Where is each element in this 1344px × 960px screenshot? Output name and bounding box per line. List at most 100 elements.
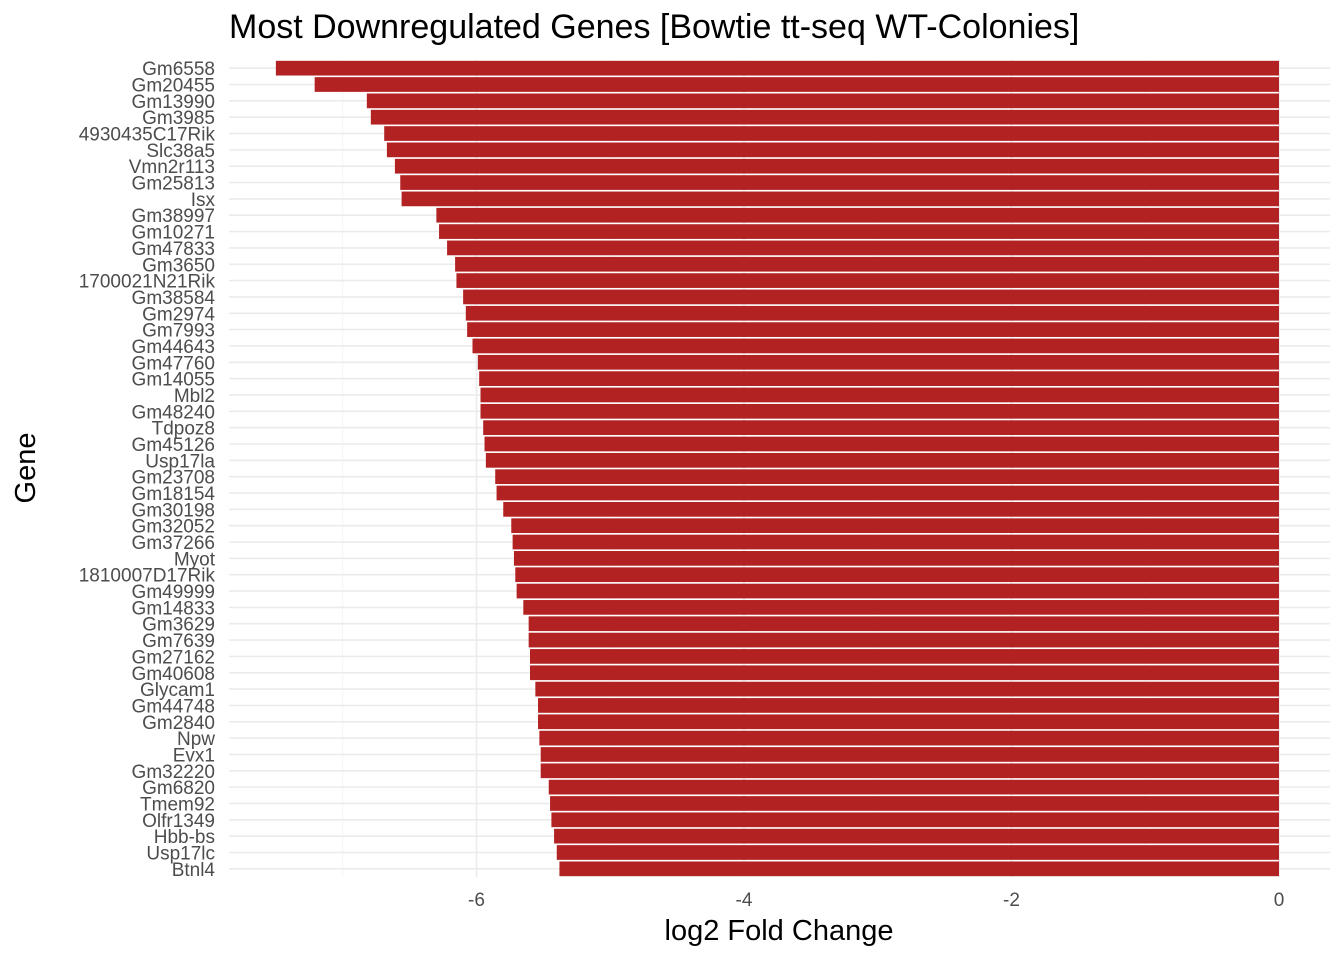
- y-tick-label: Olfr1349: [142, 811, 215, 832]
- bar-Gm14055: [479, 371, 1279, 386]
- bar-Gm37266: [512, 534, 1279, 550]
- y-tick-label: Gm48240: [132, 402, 215, 423]
- bar-Myot: [513, 551, 1279, 566]
- y-tick-label: Gm7993: [142, 321, 215, 342]
- bar-4930435C17Rik: [384, 126, 1279, 141]
- bar-Gm47833: [447, 240, 1279, 256]
- y-tick-label: Btnl4: [172, 860, 216, 881]
- bar-Gm18154: [496, 485, 1279, 501]
- y-tick-label: Gm38584: [132, 288, 216, 309]
- y-tick-label: Slc38a5: [146, 141, 215, 162]
- y-tick-label: Npw: [177, 729, 215, 750]
- y-tick-label: Gm10271: [132, 223, 215, 244]
- y-tick-label: Gm3650: [142, 255, 215, 276]
- y-tick-label: Gm32220: [132, 762, 215, 783]
- x-tick-label: -2: [1003, 890, 1020, 911]
- bar-Gm3629: [528, 616, 1279, 632]
- bar-Hbb-bs: [554, 828, 1279, 844]
- y-tick-label: Gm32052: [132, 517, 215, 538]
- y-tick-label: Gm37266: [132, 533, 215, 554]
- bar-Gm14833: [523, 600, 1279, 615]
- x-tick-label: 0: [1274, 890, 1285, 911]
- bar-Gm25813: [400, 175, 1279, 190]
- y-tick-label: 1700021N21Rik: [79, 272, 216, 293]
- y-tick-label: 4930435C17Rik: [79, 125, 216, 146]
- bar-Gm38584: [463, 289, 1279, 305]
- bar-Gm27162: [530, 649, 1279, 664]
- y-tick-labels: Gm6558Gm20455Gm13990Gm39854930435C17RikS…: [79, 59, 216, 881]
- bar-Gm32220: [540, 763, 1279, 779]
- y-tick-label: Gm44643: [132, 337, 215, 358]
- y-tick-label: Gm13990: [132, 92, 215, 113]
- y-tick-label: Gm30198: [132, 500, 215, 521]
- y-tick-label: Evx1: [173, 745, 215, 766]
- bar-Gm45126: [484, 436, 1279, 452]
- y-tick-label: Gm7639: [142, 631, 215, 652]
- bar-Mbl2: [480, 387, 1279, 403]
- y-tick-label: Gm18154: [132, 484, 216, 505]
- y-tick-label: Gm6558: [142, 59, 215, 80]
- bar-Gm2840: [538, 714, 1279, 730]
- y-tick-label: Gm25813: [132, 174, 215, 195]
- y-tick-label: 1810007D17Rik: [79, 566, 216, 587]
- bar-Gm10271: [439, 224, 1279, 239]
- bar-Usp17la: [485, 452, 1279, 468]
- y-tick-label: Gm14055: [132, 370, 215, 391]
- bar-Slc38a5: [386, 142, 1279, 158]
- chart-title: Most Downregulated Genes [Bowtie tt-seq …: [229, 8, 1079, 46]
- bar-Gm38997: [436, 207, 1279, 223]
- bar-Vmn2r113: [394, 158, 1280, 174]
- bar-Isx: [401, 191, 1280, 207]
- bar-Glycam1: [535, 681, 1279, 697]
- y-tick-label: Usp17lc: [146, 843, 215, 864]
- bar-Evx1: [540, 747, 1279, 762]
- bar-Btnl4: [559, 861, 1279, 877]
- bar-Gm48240: [480, 403, 1279, 419]
- y-tick-label: Gm27162: [132, 647, 215, 668]
- bar-Tmem92: [550, 796, 1279, 811]
- y-tick-label: Gm47760: [132, 353, 215, 374]
- bar-Usp17lc: [556, 845, 1279, 860]
- bars: [275, 60, 1280, 877]
- bar-Gm44748: [538, 698, 1279, 713]
- bar-Gm3985: [370, 109, 1279, 125]
- bar-Gm13990: [366, 93, 1279, 109]
- bar-Tdpoz8: [483, 420, 1279, 436]
- y-tick-label: Gm40608: [132, 664, 215, 685]
- bar-Npw: [539, 730, 1279, 746]
- bar-Gm6820: [548, 779, 1279, 795]
- bar-Olfr1349: [551, 812, 1279, 828]
- y-tick-label: Gm6820: [142, 778, 215, 799]
- y-tick-label: Gm49999: [132, 582, 215, 603]
- bar-Gm44643: [472, 338, 1279, 354]
- x-tick-label: -4: [736, 890, 753, 911]
- bar-Gm23708: [495, 469, 1280, 485]
- y-tick-label: Vmn2r113: [129, 157, 215, 178]
- y-tick-label: Gm44748: [132, 696, 215, 717]
- y-tick-label: Hbb-bs: [154, 827, 215, 848]
- y-tick-label: Usp17la: [145, 451, 215, 472]
- bar-Gm49999: [516, 583, 1279, 599]
- y-tick-label: Gm47833: [132, 239, 215, 260]
- y-tick-label: Myot: [174, 549, 216, 570]
- y-tick-label: Gm3629: [142, 615, 215, 636]
- bar-Gm40608: [530, 665, 1279, 681]
- bar-1700021N21Rik: [456, 273, 1279, 288]
- bar-Gm3650: [455, 256, 1280, 272]
- y-tick-label: Tdpoz8: [152, 419, 215, 440]
- y-tick-label: Isx: [191, 190, 216, 211]
- x-tick-labels: -6 -4 -2 0: [468, 890, 1284, 911]
- y-tick-label: Gm2840: [142, 713, 215, 734]
- y-tick-label: Gm38997: [132, 206, 215, 227]
- y-tick-label: Gm14833: [132, 598, 215, 619]
- y-tick-label: Gm45126: [132, 435, 215, 456]
- y-tick-label: Gm2974: [142, 304, 215, 325]
- x-tick-label: -6: [468, 890, 485, 911]
- y-axis-title: Gene: [10, 433, 42, 504]
- bar-Gm20455: [314, 77, 1280, 92]
- bar-1810007D17Rik: [515, 567, 1279, 583]
- y-tick-label: Gm23708: [132, 468, 215, 489]
- y-tick-label: Mbl2: [174, 386, 215, 407]
- bar-Gm30198: [503, 501, 1279, 517]
